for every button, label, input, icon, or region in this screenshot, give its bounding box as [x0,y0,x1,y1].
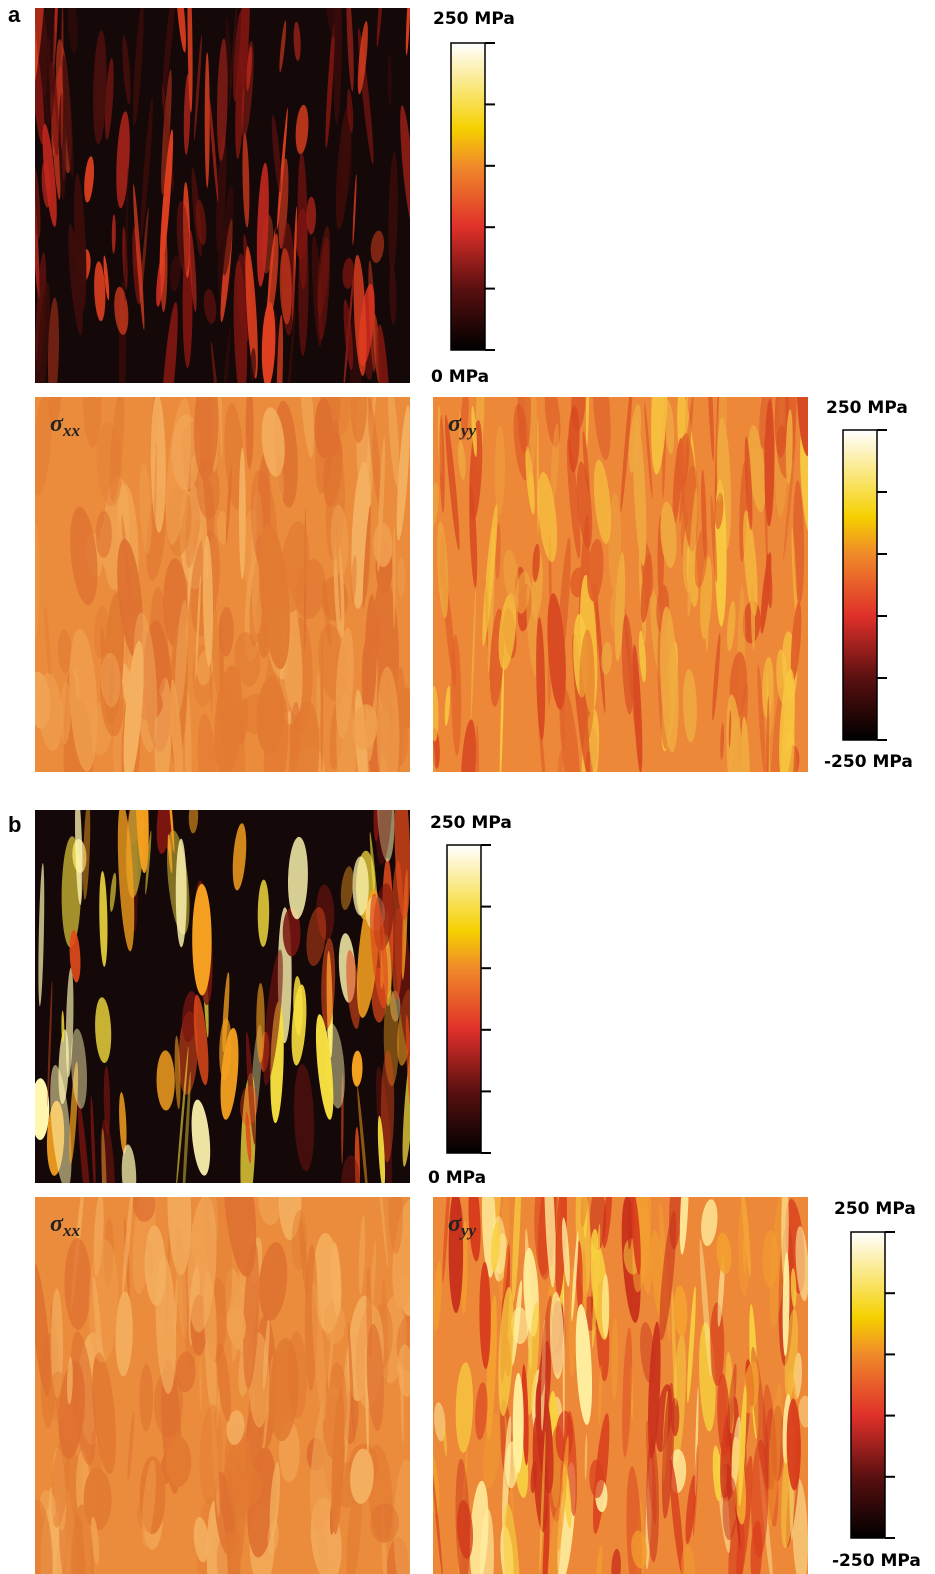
grain-streak [256,983,265,1063]
sigma: σ [448,411,462,437]
grain-streak [518,365,531,453]
sigma: σ [50,1211,64,1237]
colorbar-min-label: -250 MPa [832,1551,921,1571]
colorbar [447,845,481,1153]
subscript: yy [459,421,477,440]
stress-map [426,1144,813,1574]
colorbar [851,1232,885,1538]
panel-label: b [8,812,21,837]
sigma: σ [50,411,64,437]
colorbar-min-label: 0 MPa [428,1168,486,1188]
stress-map [26,337,415,829]
stress-map [427,332,816,836]
colorbar-max-label: 250 MPa [430,813,512,833]
colorbar [843,430,877,740]
stress-map [26,1137,426,1574]
colorbar-max-label: 250 MPa [826,398,908,418]
grain-streak [166,1436,192,1487]
stress-map [31,754,419,1233]
colorbar-max-label: 250 MPa [433,9,515,29]
subscript: xx [62,421,81,440]
grain-streak [205,52,210,188]
stress-map [25,0,418,444]
subscript: yy [459,1221,477,1240]
figure: a250 MPa0 MPaσxxσyy250 MPa-250 MPab250 M… [0,0,935,1574]
grain-streak [352,856,368,915]
sigma: σ [448,1211,462,1237]
panel-label: a [8,2,21,27]
colorbar-min-label: 0 MPa [431,367,489,387]
colorbar [451,43,485,350]
colorbar-max-label: 250 MPa [834,1199,916,1219]
colorbar-min-label: -250 MPa [824,752,913,772]
subscript: xx [62,1221,81,1240]
